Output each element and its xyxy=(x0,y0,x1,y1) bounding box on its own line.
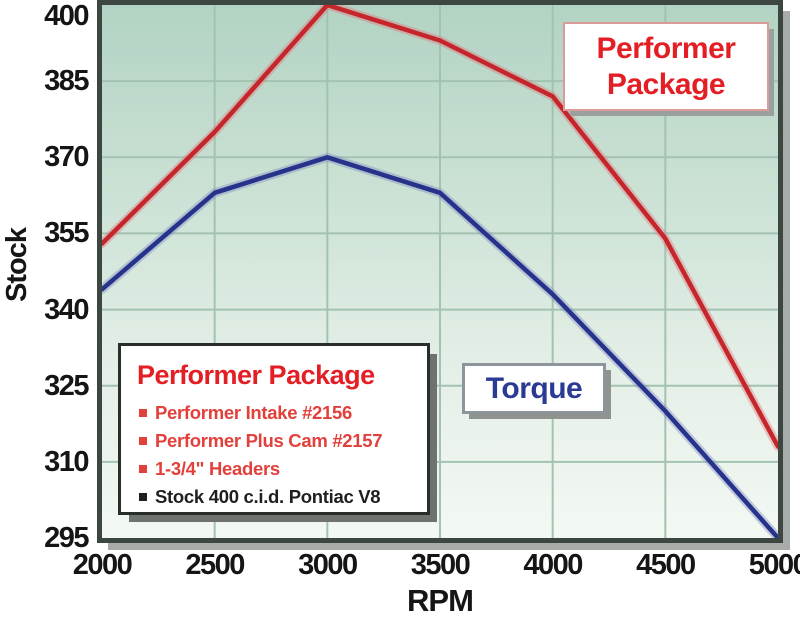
y-tick-label: 370 xyxy=(44,141,89,174)
x-tick-label: 4000 xyxy=(523,549,583,581)
performer-package-callout: Performer Package xyxy=(563,22,769,111)
info-box-title: Performer Package xyxy=(137,360,375,390)
performer-package-info-box: Performer Package Performer Intake #2156… xyxy=(118,343,430,515)
performer-package-callout-line2: Package xyxy=(606,67,726,101)
performer-package-line xyxy=(102,5,778,449)
info-box-item-text: Stock 400 c.i.d. Pontiac V8 xyxy=(155,486,381,507)
info-box-item-text: Performer Intake #2156 xyxy=(155,402,353,423)
x-axis-title: RPM xyxy=(407,583,474,618)
torque-line xyxy=(102,155,778,538)
info-box-item: Performer Plus Cam #2157 xyxy=(137,427,417,455)
y-tick-label: 310 xyxy=(44,445,89,478)
y-tick-label: 295 xyxy=(44,522,89,554)
info-box-item: 1-3/4" Headers xyxy=(137,455,417,483)
info-box-item-list: Performer Intake #2156 Performer Plus Ca… xyxy=(137,399,417,511)
x-tick-label: 3500 xyxy=(410,549,471,581)
bullet-icon xyxy=(139,437,147,445)
info-box-item-text: Performer Plus Cam #2157 xyxy=(155,430,383,451)
bullet-icon xyxy=(139,493,147,501)
info-box-item: Performer Intake #2156 xyxy=(137,399,417,427)
x-tick-label: 4500 xyxy=(636,549,696,581)
y-tick-label: 400 xyxy=(44,0,89,32)
y-tick-label: 325 xyxy=(44,369,89,402)
bullet-icon xyxy=(139,409,147,417)
info-box-item: Stock 400 c.i.d. Pontiac V8 xyxy=(137,483,417,511)
y-tick-label: 385 xyxy=(44,65,89,98)
torque-callout-label: Torque xyxy=(485,371,583,405)
bullet-icon xyxy=(139,465,147,473)
info-box-item-text: 1-3/4" Headers xyxy=(155,458,280,479)
x-tick-label: 3000 xyxy=(298,549,358,581)
performer-package-callout-line1: Performer xyxy=(596,31,736,65)
torque-callout: Torque xyxy=(462,363,606,414)
y-tick-label: 355 xyxy=(44,217,89,250)
x-tick-label: 5000 xyxy=(748,549,800,581)
y-tick-label: 340 xyxy=(44,293,89,326)
x-tick-label: 2000 xyxy=(72,549,133,581)
x-tick-label: 2500 xyxy=(185,549,245,581)
